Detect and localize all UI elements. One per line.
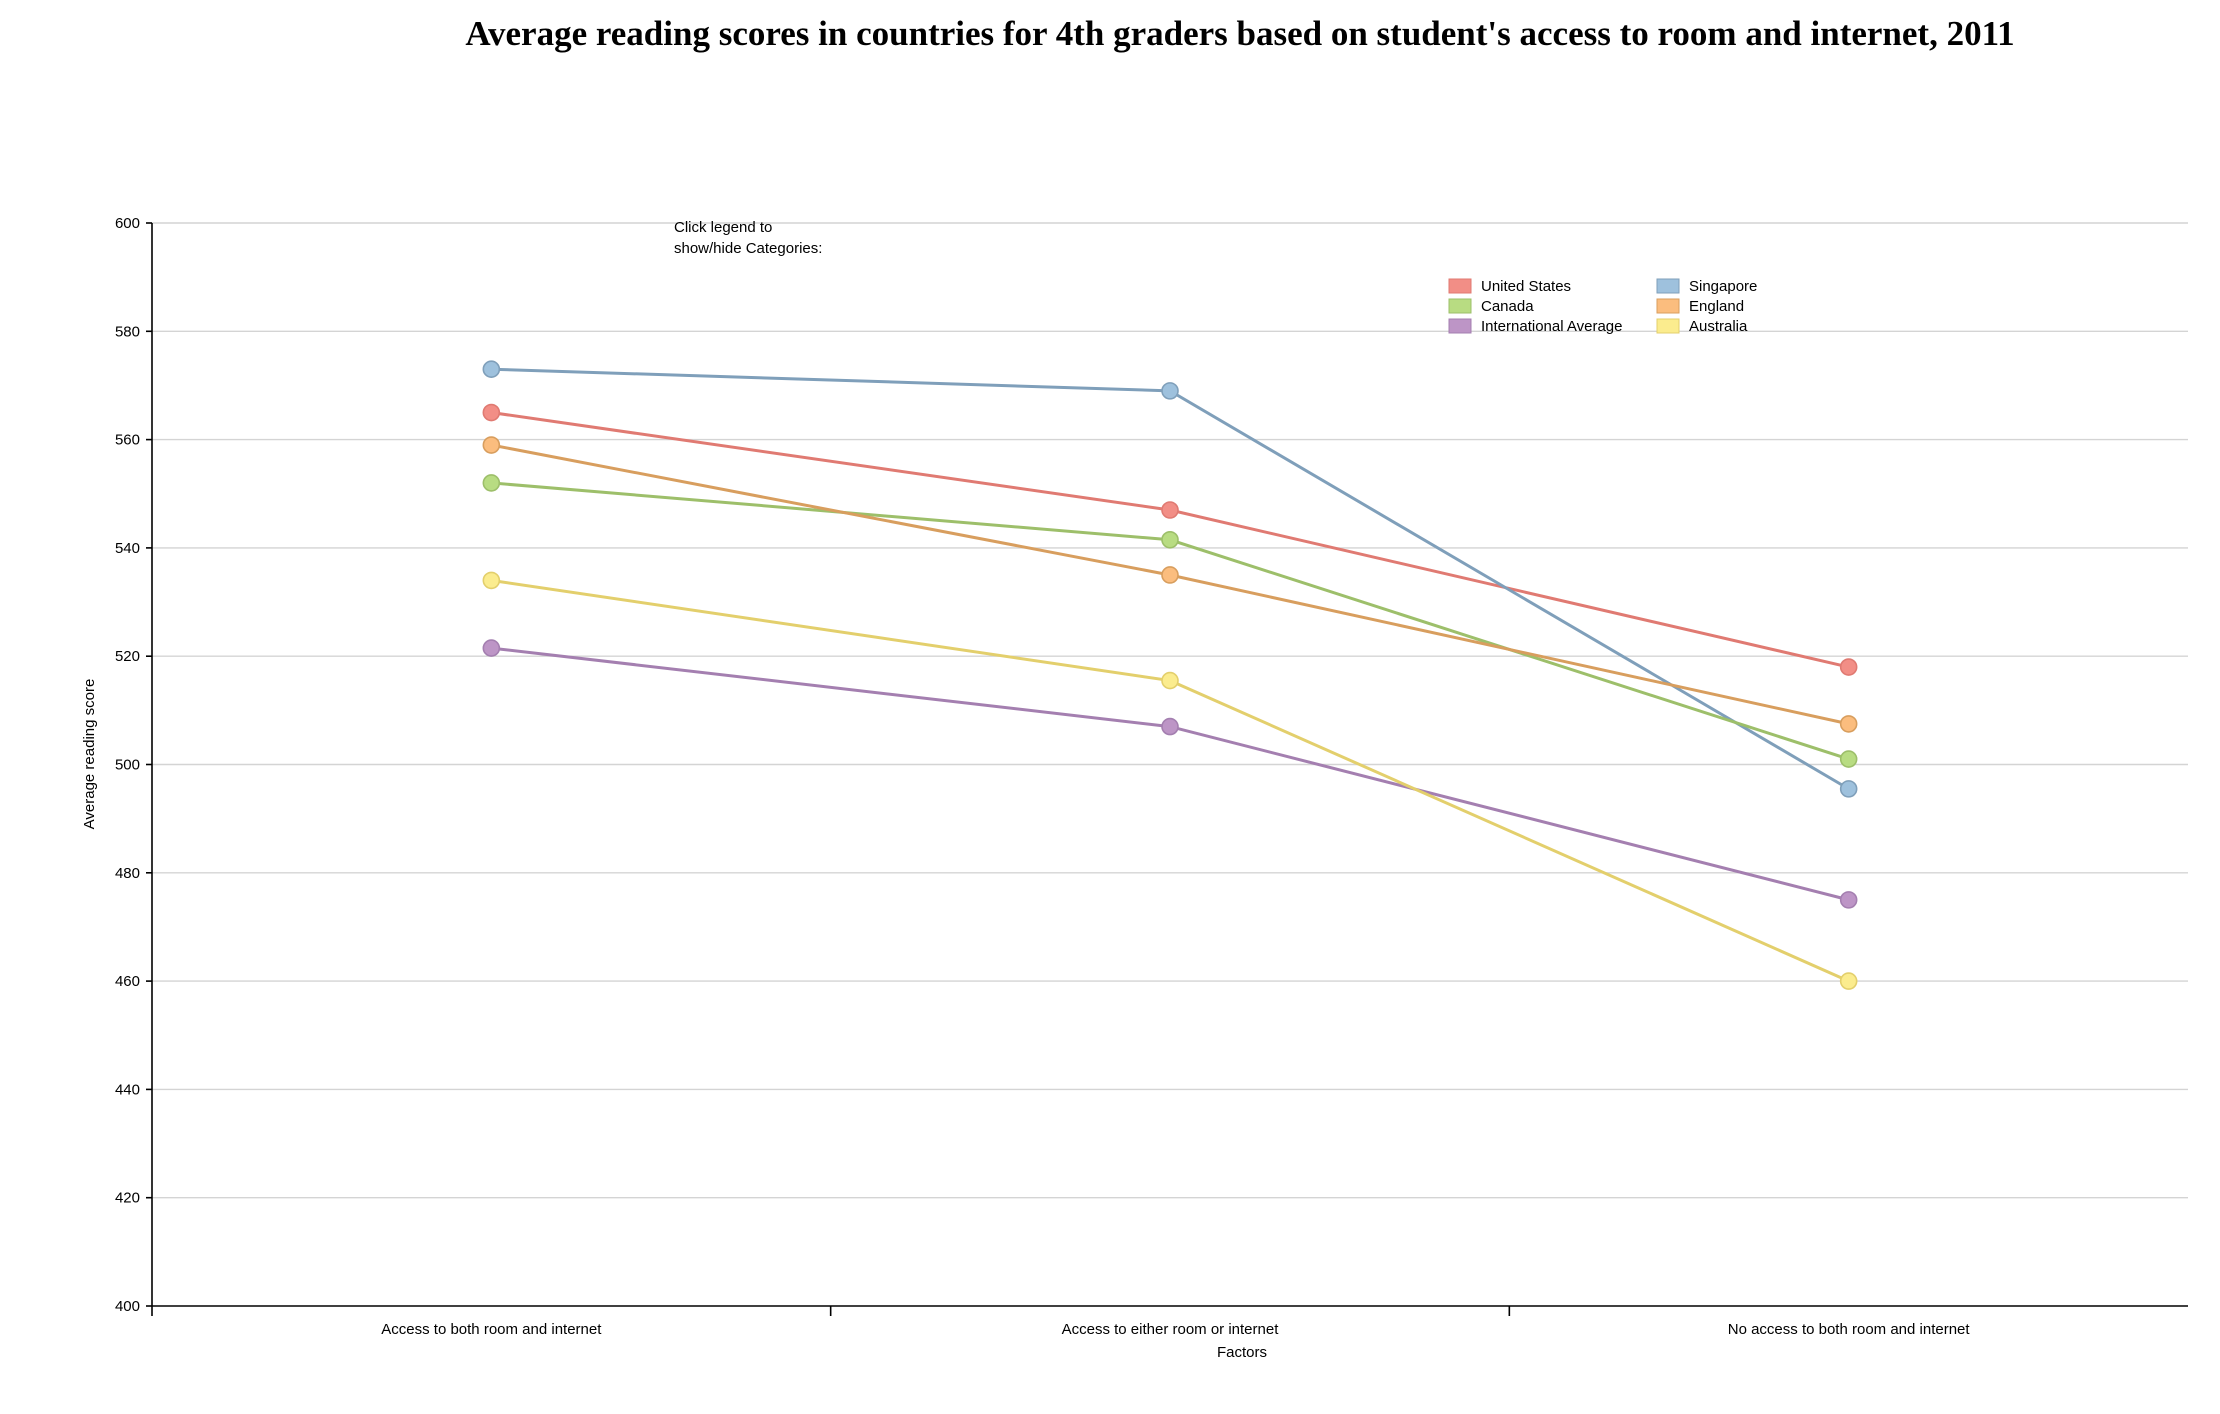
data-point xyxy=(1839,715,1858,733)
y-tick-label: 460 xyxy=(115,973,140,990)
legend-note: show/hide Categories: xyxy=(674,240,822,257)
series-5-points xyxy=(482,571,1858,990)
x-tick-label: Access to both room and internet xyxy=(381,1321,602,1338)
data-point xyxy=(1161,566,1179,584)
y-tick-label: 500 xyxy=(115,757,140,774)
y-tick-label: 540 xyxy=(115,540,140,557)
data-point xyxy=(482,474,501,492)
data-point xyxy=(1839,750,1858,768)
x-tick-label: No access to both room and internet xyxy=(1728,1321,1971,1338)
data-point xyxy=(1161,501,1179,519)
series-0-points xyxy=(482,403,1858,676)
legend-swatch xyxy=(1656,318,1680,334)
y-tick-label: 600 xyxy=(115,215,140,232)
chart-title: Average reading scores in countries for … xyxy=(465,14,2014,53)
y-axis-title: Average reading score xyxy=(81,679,98,830)
legend-label: Singapore xyxy=(1689,278,1757,295)
legend-swatch xyxy=(1448,318,1472,334)
legend-swatch xyxy=(1448,298,1472,314)
data-point xyxy=(482,436,501,454)
y-tick-label: 480 xyxy=(115,865,140,882)
legend-label: International Average xyxy=(1481,318,1623,335)
data-point xyxy=(482,639,501,657)
data-point xyxy=(1161,530,1179,549)
series-5-line-group xyxy=(491,578,1850,983)
x-axis-title: Factors xyxy=(1217,1344,1267,1361)
series-line xyxy=(491,578,1850,983)
grid xyxy=(152,222,2188,1199)
data-point xyxy=(1839,658,1858,676)
legend-item-5[interactable]: Australia xyxy=(1656,318,1748,335)
data-point xyxy=(1839,891,1858,909)
legend-label: Canada xyxy=(1481,298,1534,315)
series-2-points xyxy=(482,474,1858,768)
legend-swatch xyxy=(1656,278,1680,294)
axes: 400 420 440 460 480 500 520 540 560 580 600 Access … xyxy=(115,215,2188,1338)
legend-label: United States xyxy=(1481,278,1571,295)
legend-item-2[interactable]: Canada xyxy=(1448,298,1534,315)
data-point xyxy=(1161,382,1179,400)
y-tick-label: 520 xyxy=(115,648,140,665)
legend-label: England xyxy=(1689,298,1744,315)
data-point xyxy=(1161,717,1179,736)
y-tick-label: 560 xyxy=(115,432,140,449)
series-4-points xyxy=(482,639,1858,909)
y-tick-label: 400 xyxy=(115,1298,140,1315)
legend-item-0[interactable]: United States xyxy=(1448,278,1571,295)
legend-note: Click legend to xyxy=(674,219,772,236)
data-points xyxy=(482,360,1858,990)
legend-label: Australia xyxy=(1689,318,1748,335)
legend-item-1[interactable]: Singapore xyxy=(1656,278,1757,295)
data-point xyxy=(1839,780,1858,798)
y-tick-label: 440 xyxy=(115,1081,140,1098)
data-point xyxy=(1161,671,1179,690)
data-point xyxy=(1839,972,1858,990)
series-3-points xyxy=(482,436,1858,733)
legend-swatch xyxy=(1448,278,1472,294)
legend-swatch xyxy=(1656,298,1680,314)
data-point xyxy=(482,360,501,379)
x-tick-label: Access to either room or internet xyxy=(1062,1321,1280,1338)
data-point xyxy=(482,403,501,422)
legend-item-3[interactable]: England xyxy=(1656,298,1744,315)
data-point xyxy=(482,571,501,590)
series-1-points xyxy=(482,360,1858,798)
y-tick-label: 580 xyxy=(115,323,140,340)
legend-item-4[interactable]: International Average xyxy=(1448,318,1623,335)
legend: Click legend to show/hide Categories: Unit… xyxy=(674,219,1757,335)
y-tick-label: 420 xyxy=(115,1190,140,1207)
